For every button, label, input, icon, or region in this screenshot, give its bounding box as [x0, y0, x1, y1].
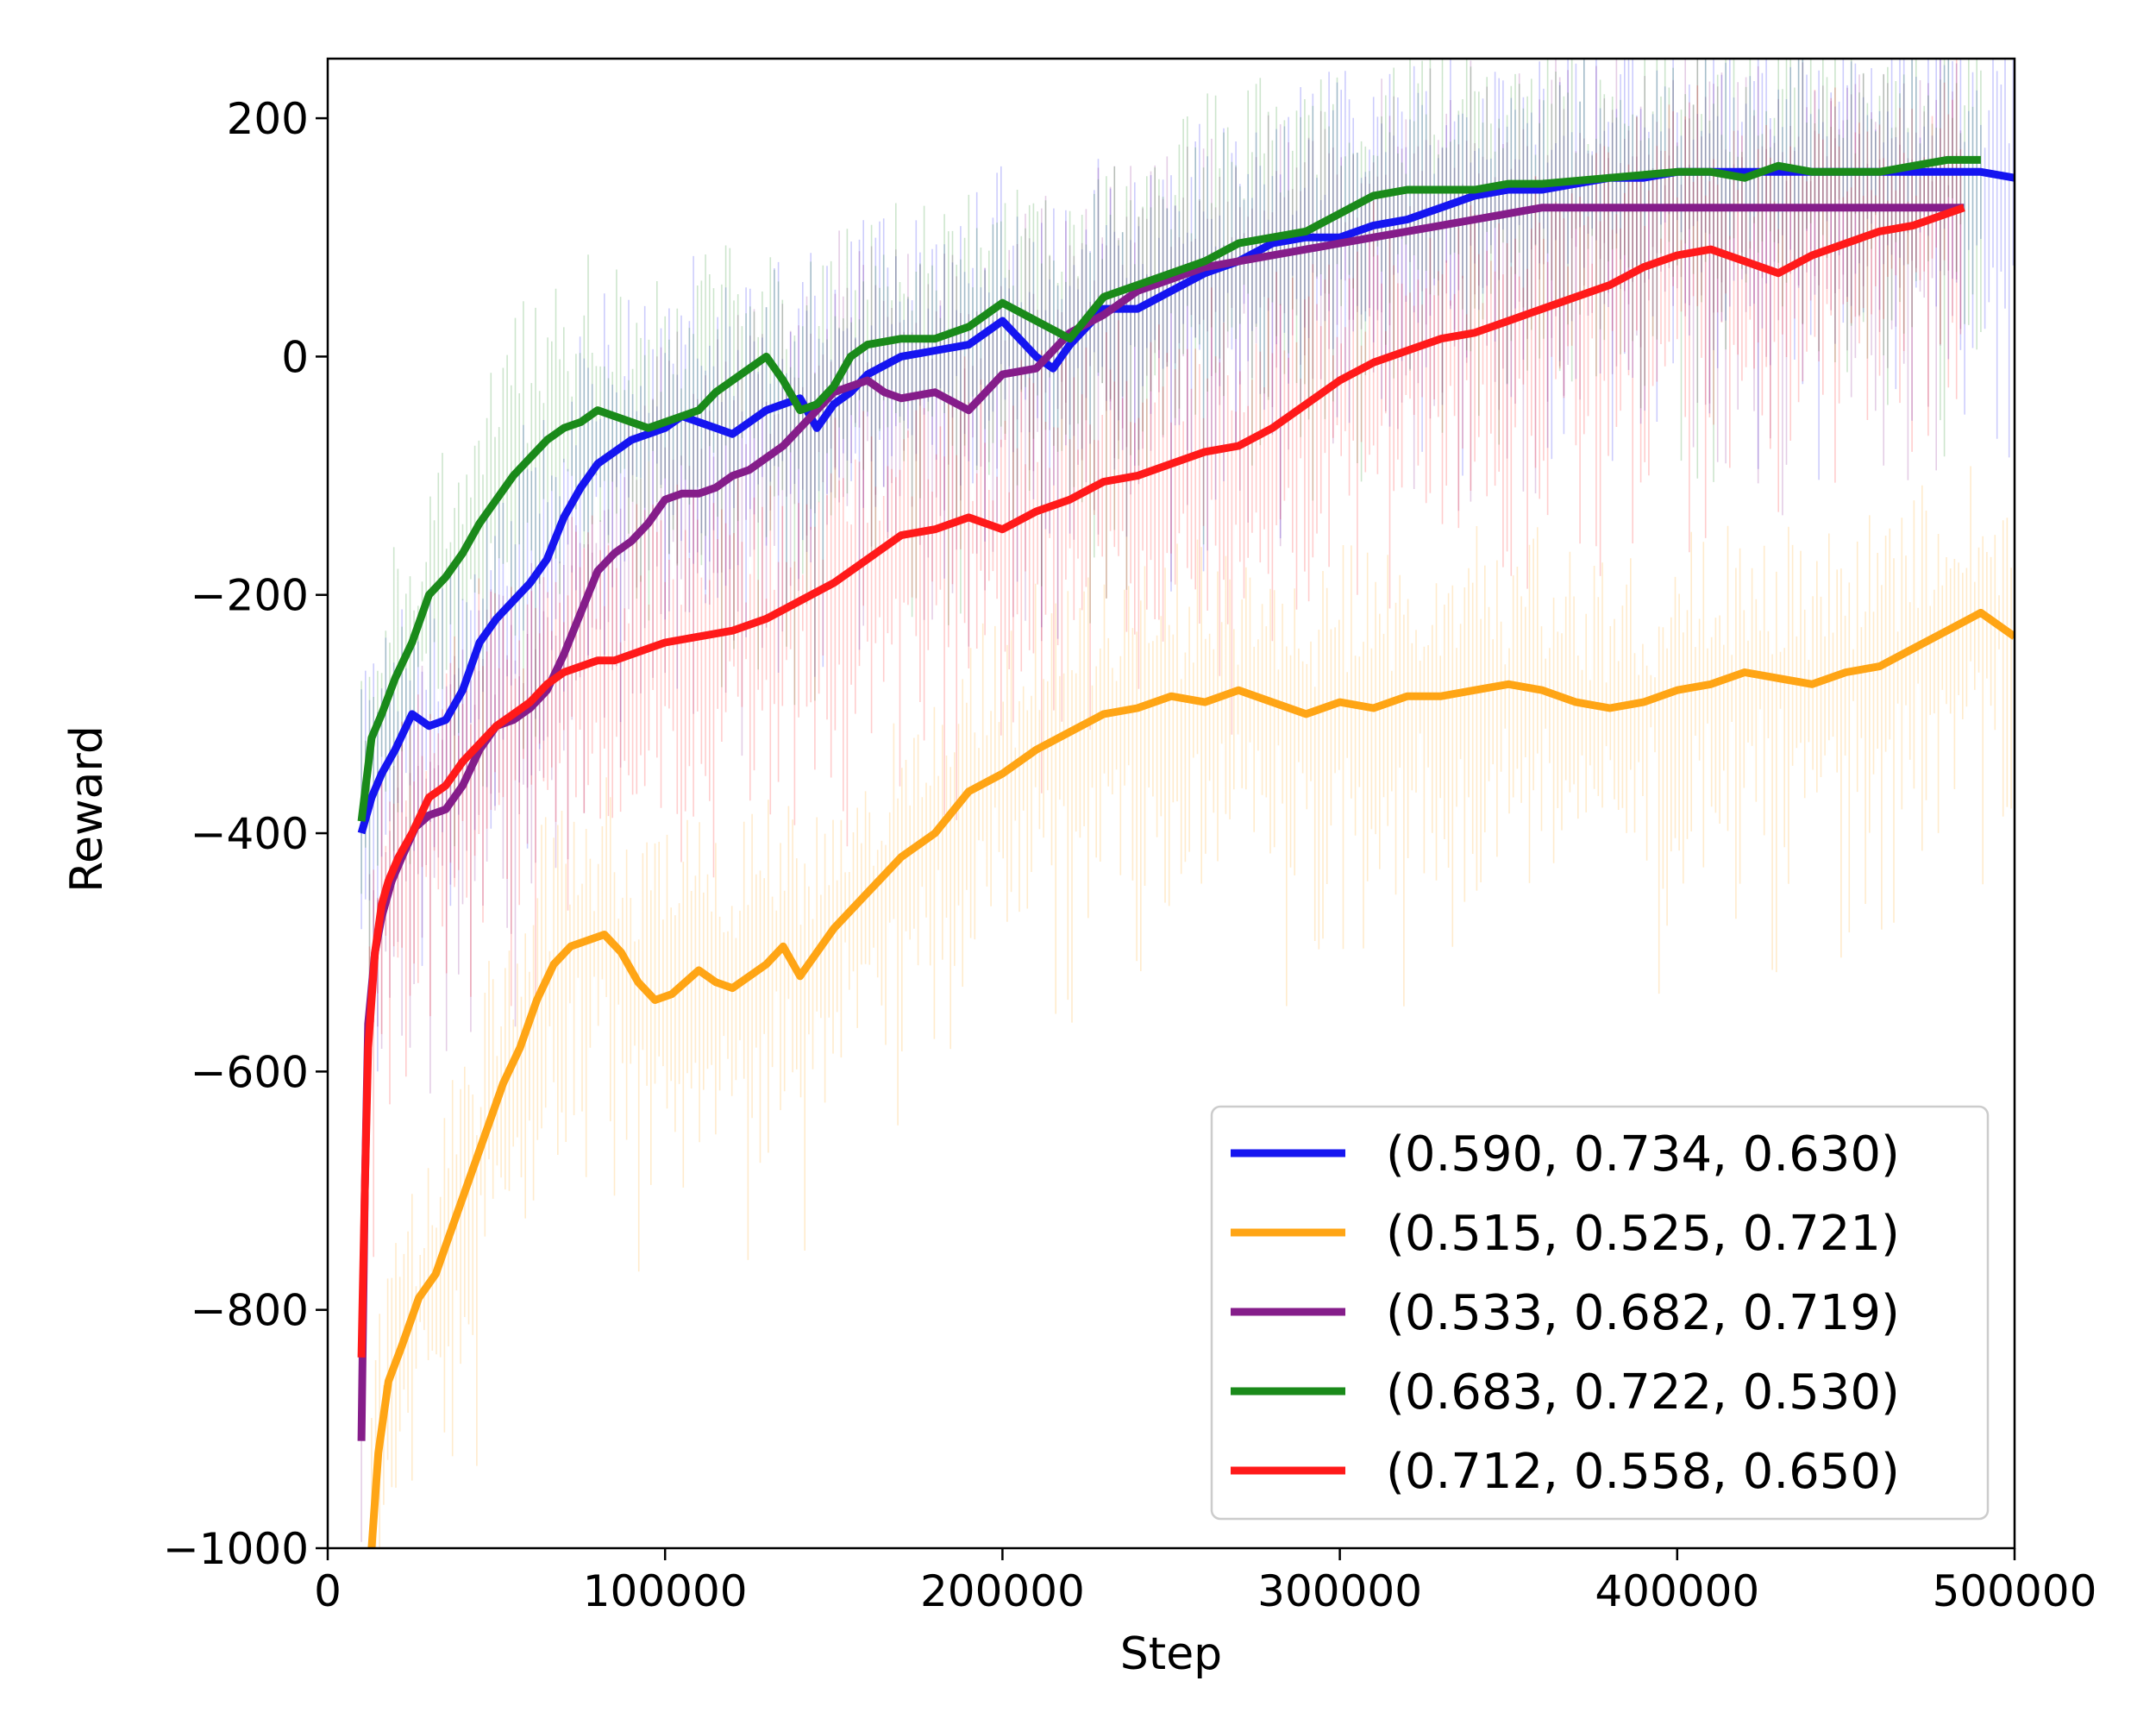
- y-tick-label: −200: [191, 571, 309, 621]
- plot-frame: [326, 57, 2016, 1550]
- legend-label: (0.712, 0.558, 0.650): [1386, 1444, 1900, 1500]
- y-tick-label: −400: [191, 809, 309, 859]
- legend: (0.590, 0.734, 0.630) (0.515, 0.525, 0.72…: [1210, 1105, 1990, 1521]
- legend-label: (0.683, 0.722, 0.530): [1386, 1364, 1900, 1421]
- x-tick-label: 100000: [583, 1566, 748, 1616]
- series-line-2: [357, 204, 1965, 1441]
- y-tick-label: −1000: [163, 1524, 309, 1574]
- y-tick-label: −800: [191, 1286, 309, 1336]
- x-axis-label: Step: [1120, 1628, 1222, 1680]
- series-line-3: [357, 155, 1981, 822]
- legend-label: (0.533, 0.682, 0.719): [1386, 1285, 1900, 1341]
- series-line-0: [357, 167, 2015, 835]
- series-layer: [357, 59, 2015, 1548]
- y-axis: −1000 −800 −600 −400 −200 0 200: [163, 94, 328, 1574]
- legend-box: [1210, 1105, 1990, 1521]
- x-tick-label: 200000: [920, 1566, 1085, 1616]
- series-line-4: [357, 204, 1965, 1358]
- x-tick-label: 0: [314, 1566, 342, 1616]
- y-tick-label: 200: [227, 94, 309, 144]
- y-tick-label: −600: [191, 1047, 309, 1097]
- x-tick-label: 300000: [1257, 1566, 1422, 1616]
- y-tick-label: 0: [281, 332, 309, 382]
- legend-label: (0.590, 0.734, 0.630): [1386, 1126, 1900, 1182]
- x-tick-label: 500000: [1933, 1566, 2097, 1616]
- series-line-1: [367, 608, 2015, 1548]
- x-axis: 0 100000 200000 300000 400000 500000: [314, 1548, 2096, 1616]
- x-tick-label: 400000: [1595, 1566, 1759, 1616]
- legend-label: (0.515, 0.525, 0.721): [1386, 1206, 1900, 1262]
- y-axis-label: Reward: [61, 725, 113, 893]
